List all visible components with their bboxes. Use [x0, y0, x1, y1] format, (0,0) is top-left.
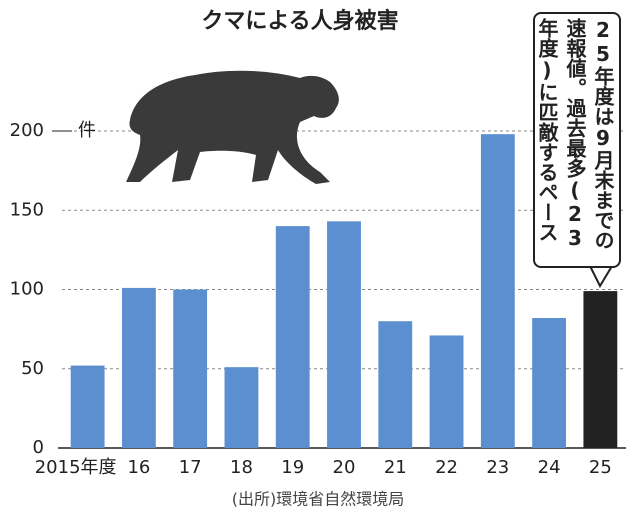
bar: [480, 134, 515, 449]
chart-title: クマによる人身被害: [201, 8, 398, 34]
bar: [327, 221, 361, 448]
x-tick-label: 24: [538, 457, 561, 478]
x-tick-label: 20: [333, 457, 356, 478]
callout-pointer: [588, 265, 614, 289]
x-tick-label: 19: [281, 457, 304, 478]
x-tick-label: 25: [589, 457, 612, 478]
y-tick-label: 100: [10, 279, 44, 300]
x-tick-label: 21: [384, 457, 407, 478]
bar: [224, 367, 259, 448]
bar: [173, 289, 208, 448]
x-tick-label: 16: [127, 457, 150, 478]
x-tick-label: 17: [179, 457, 202, 478]
bar: [275, 226, 310, 448]
bar: [583, 291, 618, 448]
bar: [532, 318, 567, 448]
y-tick-label: 150: [10, 199, 44, 220]
annotation: 25年度は9月末までの速報値。過去最多(23年度)に匹敵するペース: [533, 12, 621, 268]
bar: [70, 365, 105, 448]
bear-illustration: [126, 70, 339, 184]
bar: [378, 321, 413, 448]
bar: [429, 335, 464, 448]
bar: [121, 287, 156, 448]
y-tick-label: 0: [33, 437, 44, 458]
x-tick-label: 22: [435, 457, 458, 478]
y-tick-label: 50: [21, 358, 44, 379]
x-tick-label: 23: [486, 457, 509, 478]
y-tick-label: 200: [10, 120, 44, 141]
source: (出所)環境省自然環境局: [232, 490, 405, 509]
x-tick-label: 18: [230, 457, 253, 478]
y-unit: 件: [78, 120, 96, 141]
x-tick-label: 2015年度: [35, 457, 117, 478]
